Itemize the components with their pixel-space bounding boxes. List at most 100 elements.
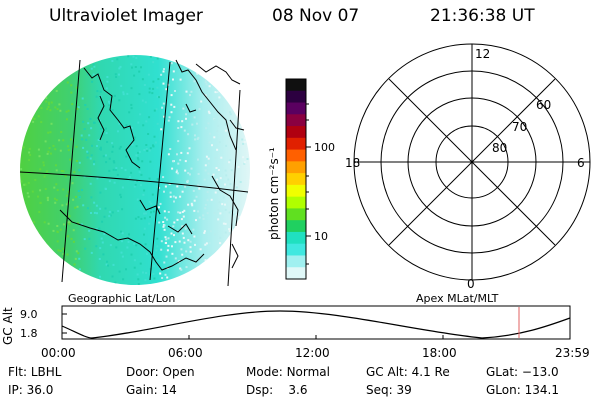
image-speckle [183,129,186,132]
image-speckle [80,134,83,137]
image-speckle [190,90,193,93]
image-speckle [101,134,104,137]
image-speckle [101,220,104,223]
image-speckle [86,150,89,153]
image-speckle [236,146,239,149]
image-speckle [96,90,99,93]
image-speckle [133,266,136,269]
image-speckle [61,204,64,207]
image-speckle [90,67,93,70]
image-speckle [176,172,179,175]
image-speckle [230,169,233,172]
altitude-axis-title: GC Alt [1,307,15,345]
status-seq: Seq: 39 [366,383,412,397]
image-speckle [80,223,83,226]
image-speckle [243,141,246,143]
status-dsp: Dsp: 3.6 [246,383,308,397]
image-speckle [111,60,114,62]
image-speckle [85,138,88,141]
image-speckle [22,146,25,149]
image-speckle [137,283,140,285]
image-speckle [210,230,212,233]
image-speckle [161,277,164,279]
image-speckle [55,183,58,186]
image-speckle [99,191,102,194]
image-speckle [114,73,117,76]
image-speckle [228,211,231,214]
image-speckle [120,230,122,233]
image-speckle [90,212,92,214]
colorbar-swatch [286,243,306,257]
image-speckle [196,72,199,75]
image-speckle [158,206,160,209]
image-speckle [160,248,163,251]
image-speckle [53,197,56,200]
image-speckle [73,171,76,174]
geographic-grid [19,59,249,287]
image-speckle [221,117,223,120]
image-speckle [216,178,218,181]
image-speckle [112,168,115,171]
image-speckle [189,246,192,249]
image-speckle [217,124,220,127]
image-speckle [170,94,173,97]
image-speckle [133,136,136,139]
image-speckle [84,104,87,106]
image-speckle [93,121,96,124]
image-speckle [28,151,31,154]
image-speckle [99,90,102,93]
image-speckle [171,252,174,255]
image-speckle [48,147,51,150]
image-speckle [181,120,184,123]
image-speckle [135,154,138,157]
image-speckle [188,147,191,150]
image-speckle [232,213,235,216]
image-speckle [58,103,61,106]
image-speckle [116,58,119,61]
colorbar-swatch [286,267,306,280]
image-speckle [206,199,209,202]
image-speckle [143,212,146,215]
image-speckle [148,87,151,90]
image-speckle [126,92,129,95]
image-speckle [207,172,210,175]
image-speckle [182,107,185,110]
image-speckle [224,129,227,132]
image-speckle [133,185,136,188]
image-speckle [156,259,159,262]
image-speckle [113,181,116,184]
image-speckle [77,252,80,255]
image-speckle [45,100,48,103]
image-speckle [207,110,210,113]
image-speckle [39,202,42,204]
image-speckle [180,218,183,221]
image-speckle [219,236,222,239]
image-speckle [183,241,186,244]
image-speckle [135,57,138,59]
status-glat: GLat: −13.0 [486,365,559,379]
image-speckle [90,154,93,157]
image-speckle [204,259,207,262]
image-speckle [185,266,188,269]
image-speckle [64,174,67,177]
image-speckle [200,100,203,103]
mlat-label-80: 80 [492,141,508,155]
image-speckle [99,148,102,150]
image-speckle [172,78,174,81]
image-speckle [45,96,48,99]
image-speckle [82,120,85,123]
image-speckle [243,162,246,165]
image-speckle [27,195,30,198]
image-speckle [108,103,111,106]
image-speckle [214,156,217,159]
image-speckle [122,127,125,130]
image-speckle [193,199,196,202]
mlt-label-18: 18 [345,156,361,170]
image-speckle [118,122,121,125]
image-speckle [134,66,137,68]
image-speckle [99,247,102,250]
image-speckle [103,215,106,218]
image-speckle [204,207,207,210]
image-speckle [112,160,115,163]
mlat-label-60: 60 [536,98,552,112]
